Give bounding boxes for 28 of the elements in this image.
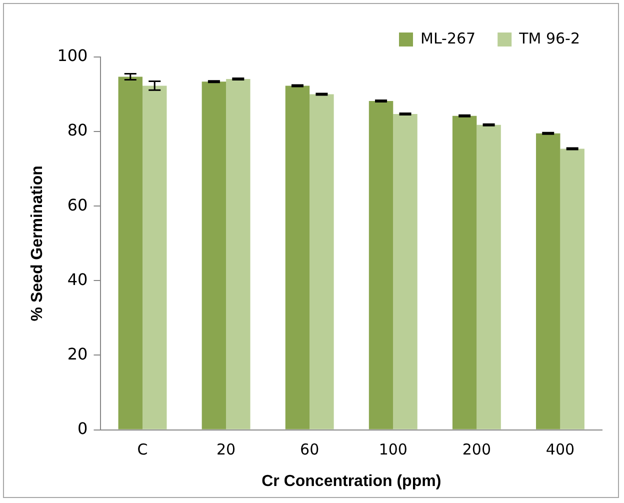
bar (285, 86, 310, 430)
y-tick-label: 100 (57, 46, 88, 66)
bar (142, 86, 167, 430)
y-tick-label: 80 (67, 120, 88, 140)
bar (202, 82, 226, 430)
bar (310, 94, 334, 430)
bar (536, 133, 560, 430)
bar (476, 124, 501, 430)
y-tick-label: 40 (67, 270, 88, 289)
bar (393, 114, 418, 430)
y-tick-label: 0 (78, 418, 88, 438)
x-tick-label: 60 (300, 440, 320, 459)
x-axis-title: Cr Concentration (ppm) (262, 472, 442, 490)
x-tick-label: C (137, 440, 148, 459)
x-tick-label: 20 (216, 440, 236, 459)
y-tick-label: 20 (67, 344, 88, 364)
y-axis-title: % Seed Germination (29, 166, 46, 322)
x-tick-label: 400 (546, 440, 575, 459)
x-tick-label: 200 (462, 440, 492, 459)
bar (118, 76, 143, 430)
x-tick-label: 100 (378, 440, 408, 459)
bar (452, 116, 477, 430)
bar (368, 100, 394, 430)
y-tick-label: 60 (67, 195, 88, 214)
bar (226, 78, 250, 430)
legend-label: TM 96-2 (518, 29, 580, 48)
bar (560, 148, 584, 430)
legend-label: ML-267 (420, 29, 476, 48)
